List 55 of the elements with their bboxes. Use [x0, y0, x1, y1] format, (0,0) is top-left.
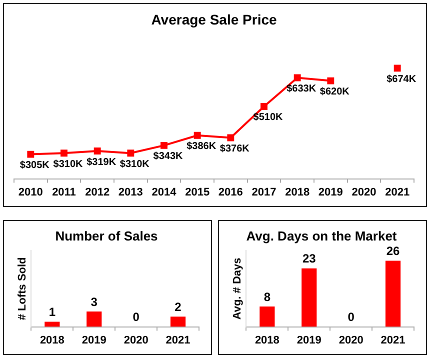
data-label: $510K	[253, 112, 284, 124]
x-tick-label: 2018	[254, 334, 280, 346]
x-tick-label: 2020	[352, 186, 376, 198]
point	[194, 132, 201, 139]
point	[227, 134, 234, 142]
x-tick-label: 2017	[252, 186, 276, 198]
x-tick-label: 2019	[296, 334, 322, 346]
x-tick-label: 2016	[218, 186, 243, 198]
point	[27, 150, 34, 158]
data-label: $305K	[20, 160, 50, 172]
point	[394, 64, 401, 72]
data-label: $310K	[120, 158, 150, 170]
data-label: $674K	[386, 74, 417, 85]
point	[294, 74, 301, 82]
chart-title: Average Sale Price	[151, 11, 277, 28]
x-tick-label: 2014	[152, 186, 178, 198]
data-label: $386K	[186, 141, 217, 152]
point	[127, 150, 134, 157]
chart-title: Number of Sales	[55, 228, 158, 244]
chart-title: Avg. Days on the Market	[246, 228, 398, 244]
x-tick-label: 2019	[82, 334, 106, 346]
x-tick-label: 2020	[124, 334, 148, 346]
data-label: $343K	[153, 151, 184, 162]
x-tick-label: 2012	[85, 186, 110, 198]
x-tick-label: 2011	[52, 186, 76, 198]
x-tick-label: 2020	[338, 334, 364, 346]
data-label: 8	[264, 290, 271, 304]
x-tick-label: 2010	[18, 186, 43, 198]
x-tick-label: 2019	[318, 186, 343, 198]
data-label: $620K	[320, 86, 350, 98]
data-label: $319K	[86, 156, 117, 168]
x-tick-label: 2018	[40, 334, 64, 346]
data-label: 0	[132, 310, 140, 324]
y-axis-title: # Lofts Sold	[16, 257, 29, 320]
x-tick-label: 2021	[166, 334, 190, 346]
data-label: 0	[348, 310, 355, 324]
data-label: $310K	[53, 158, 84, 170]
data-label: 26	[386, 244, 400, 258]
point	[260, 102, 268, 110]
x-tick-label: 2021	[380, 334, 406, 346]
point	[60, 150, 68, 157]
data-label: $633K	[286, 84, 317, 95]
x-tick-label: 2021	[385, 186, 410, 198]
y-axis-title: Avg. # Days	[232, 258, 244, 320]
x-tick-label: 2015	[185, 186, 210, 198]
data-label: 23	[302, 252, 316, 266]
data-label: $376K	[220, 143, 250, 154]
x-tick-label: 2013	[118, 186, 143, 198]
point	[327, 77, 334, 84]
x-tick-label: 2018	[285, 186, 310, 198]
data-label: 3	[90, 294, 98, 309]
point	[94, 148, 101, 155]
point	[160, 142, 168, 149]
data-label: 2	[174, 300, 182, 314]
data-label: 1	[48, 305, 56, 320]
